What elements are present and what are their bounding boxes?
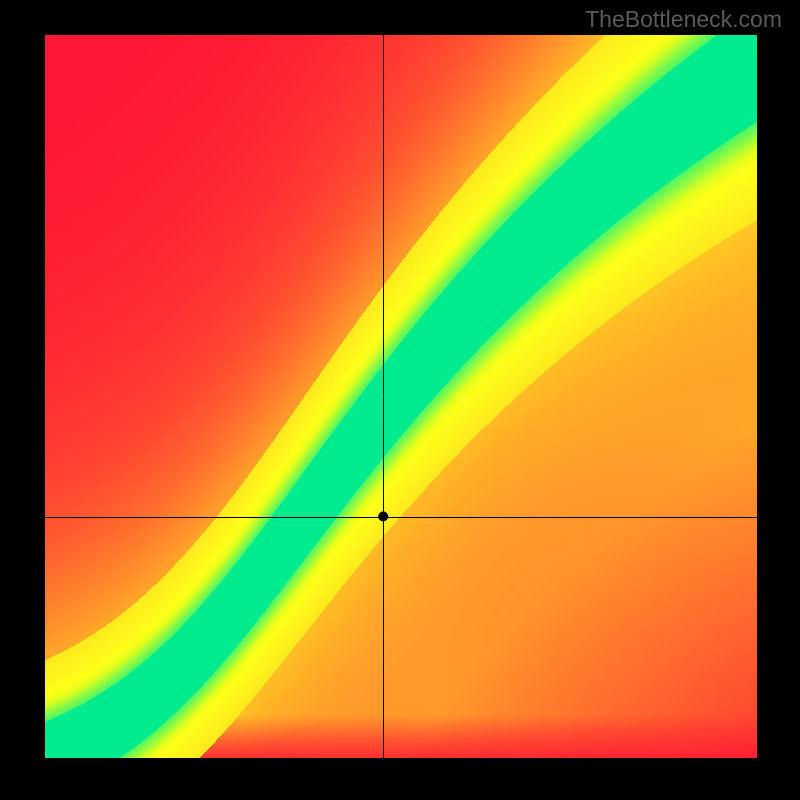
watermark-text: TheBottleneck.com	[585, 6, 782, 33]
crosshair-overlay	[45, 35, 757, 758]
chart-container: TheBottleneck.com	[0, 0, 800, 800]
